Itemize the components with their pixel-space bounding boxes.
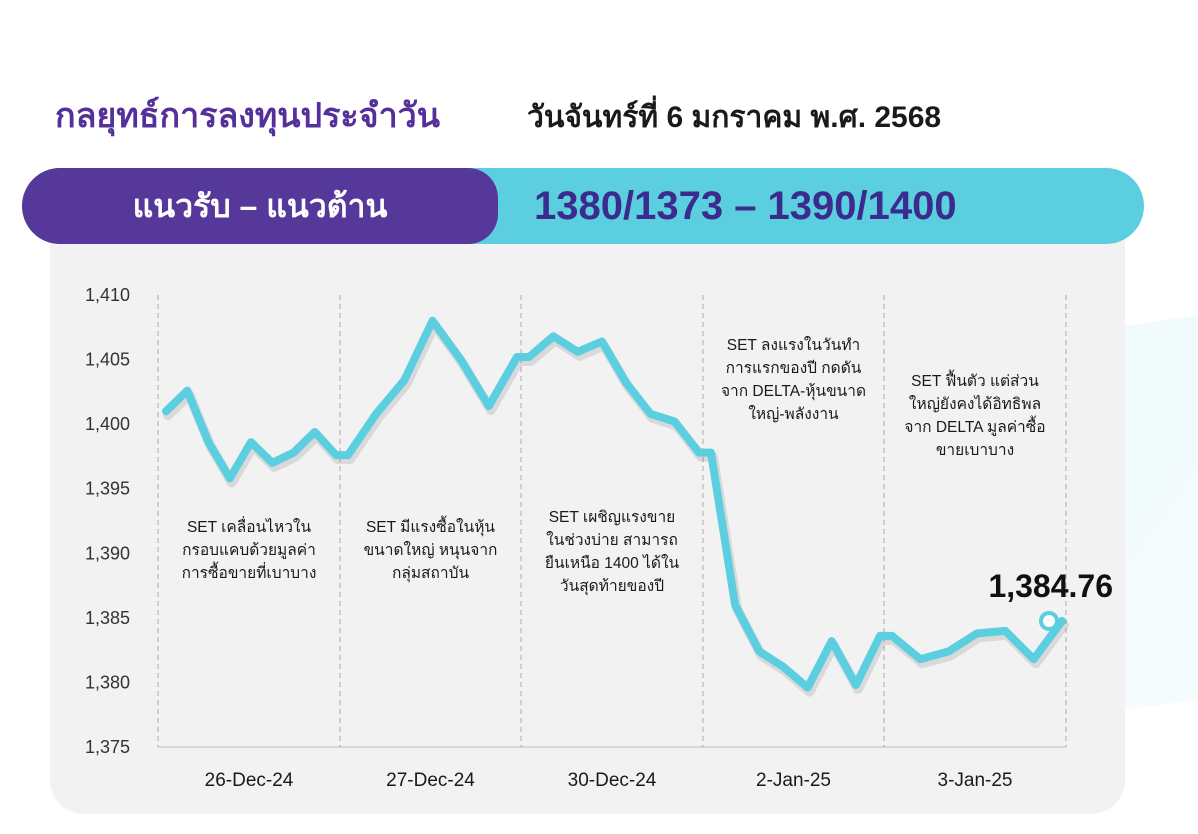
day-annotation-line: SET ฟื้นตัว แต่ส่วน — [911, 369, 1039, 390]
last-value-group: 1,384.76 — [988, 568, 1113, 631]
day-annotation-line: กลุ่มสถาบัน — [392, 565, 469, 583]
x-tick-label: 3-Jan-25 — [938, 770, 1013, 791]
x-tick-label: 26-Dec-24 — [205, 770, 294, 791]
index-series — [162, 316, 1069, 697]
y-tick-label: 1,390 — [85, 543, 130, 563]
last-value-marker — [1039, 610, 1059, 631]
y-tick-label: 1,380 — [85, 672, 130, 692]
day-annotations: SET เคลื่อนไหวในกรอบแคบด้วยมูลค่าการซื้อ… — [182, 336, 1046, 596]
day-annotation-line: กรอบแคบด้วยมูลค่า — [182, 542, 316, 560]
day-annotation-line: ยืนเหนือ 1400 ได้ใน — [545, 554, 680, 572]
day-annotation-line: ในช่วงบ่าย สามารถ — [546, 531, 678, 549]
page-title: กลยุทธ์การลงทุนประจำวัน — [55, 97, 440, 135]
day-annotation-line: ใหญ่ยังคงได้อิทธิพล — [909, 395, 1041, 413]
y-tick-label: 1,385 — [85, 608, 130, 628]
y-tick-label: 1,395 — [85, 479, 130, 499]
last-value-label: 1,384.76 — [988, 568, 1113, 604]
day-annotation-line: จาก DELTA-หุ้นขนาด — [721, 383, 866, 401]
day-annotation-line: การแรกของปี กดดัน — [726, 360, 862, 377]
chart-panel — [50, 230, 1125, 814]
x-tick-label: 27-Dec-24 — [386, 770, 475, 791]
day-annotation-line: SET เคลื่อนไหวใน — [187, 516, 312, 536]
support-resistance-band: แนวรับ – แนวต้าน 1380/1373 – 1390/1400 — [22, 168, 1144, 244]
day-annotation-line: ขายเบาบาง — [936, 442, 1014, 459]
x-tick-label: 2-Jan-25 — [756, 770, 831, 791]
support-resistance-value: 1380/1373 – 1390/1400 — [534, 183, 957, 228]
y-tick-label: 1,410 — [85, 285, 130, 305]
day-annotation-line: การซื้อขายที่เบาบาง — [182, 561, 317, 582]
day-annotation-line: SET ลงแรงในวันทำ — [727, 336, 861, 354]
day-annotation-line: วันสุดท้ายของปี — [560, 578, 664, 596]
x-tick-label: 30-Dec-24 — [568, 770, 657, 791]
series-line — [162, 316, 1066, 692]
day-annotation-line: SET เผชิญแรงขาย — [549, 509, 676, 526]
day-separators — [157, 295, 1067, 748]
day-annotation-line: SET มีแรงซื้อในหุ้น — [366, 515, 495, 537]
day-annotation-line: ขนาดใหญ่ หนุนจาก — [364, 541, 498, 560]
y-tick-label: 1,400 — [85, 414, 130, 434]
y-tick-label: 1,375 — [85, 737, 130, 757]
x-axis: 26-Dec-24 27-Dec-24 30-Dec-24 2-Jan-25 3-Jan… — [205, 770, 1013, 791]
y-tick-label: 1,405 — [85, 350, 130, 370]
support-resistance-label: แนวรับ – แนวต้าน — [22, 168, 498, 244]
report-date: วันจันทร์ที่ 6 มกราคม พ.ศ. 2568 — [527, 101, 942, 134]
day-annotation-line: ใหญ่-พลังงาน — [748, 405, 839, 423]
day-annotation-line: จาก DELTA มูลค่าซื้อ — [904, 415, 1045, 437]
y-axis: 1,410 1,405 1,400 1,395 1,390 1,385 1,380 1,375 — [85, 285, 130, 757]
